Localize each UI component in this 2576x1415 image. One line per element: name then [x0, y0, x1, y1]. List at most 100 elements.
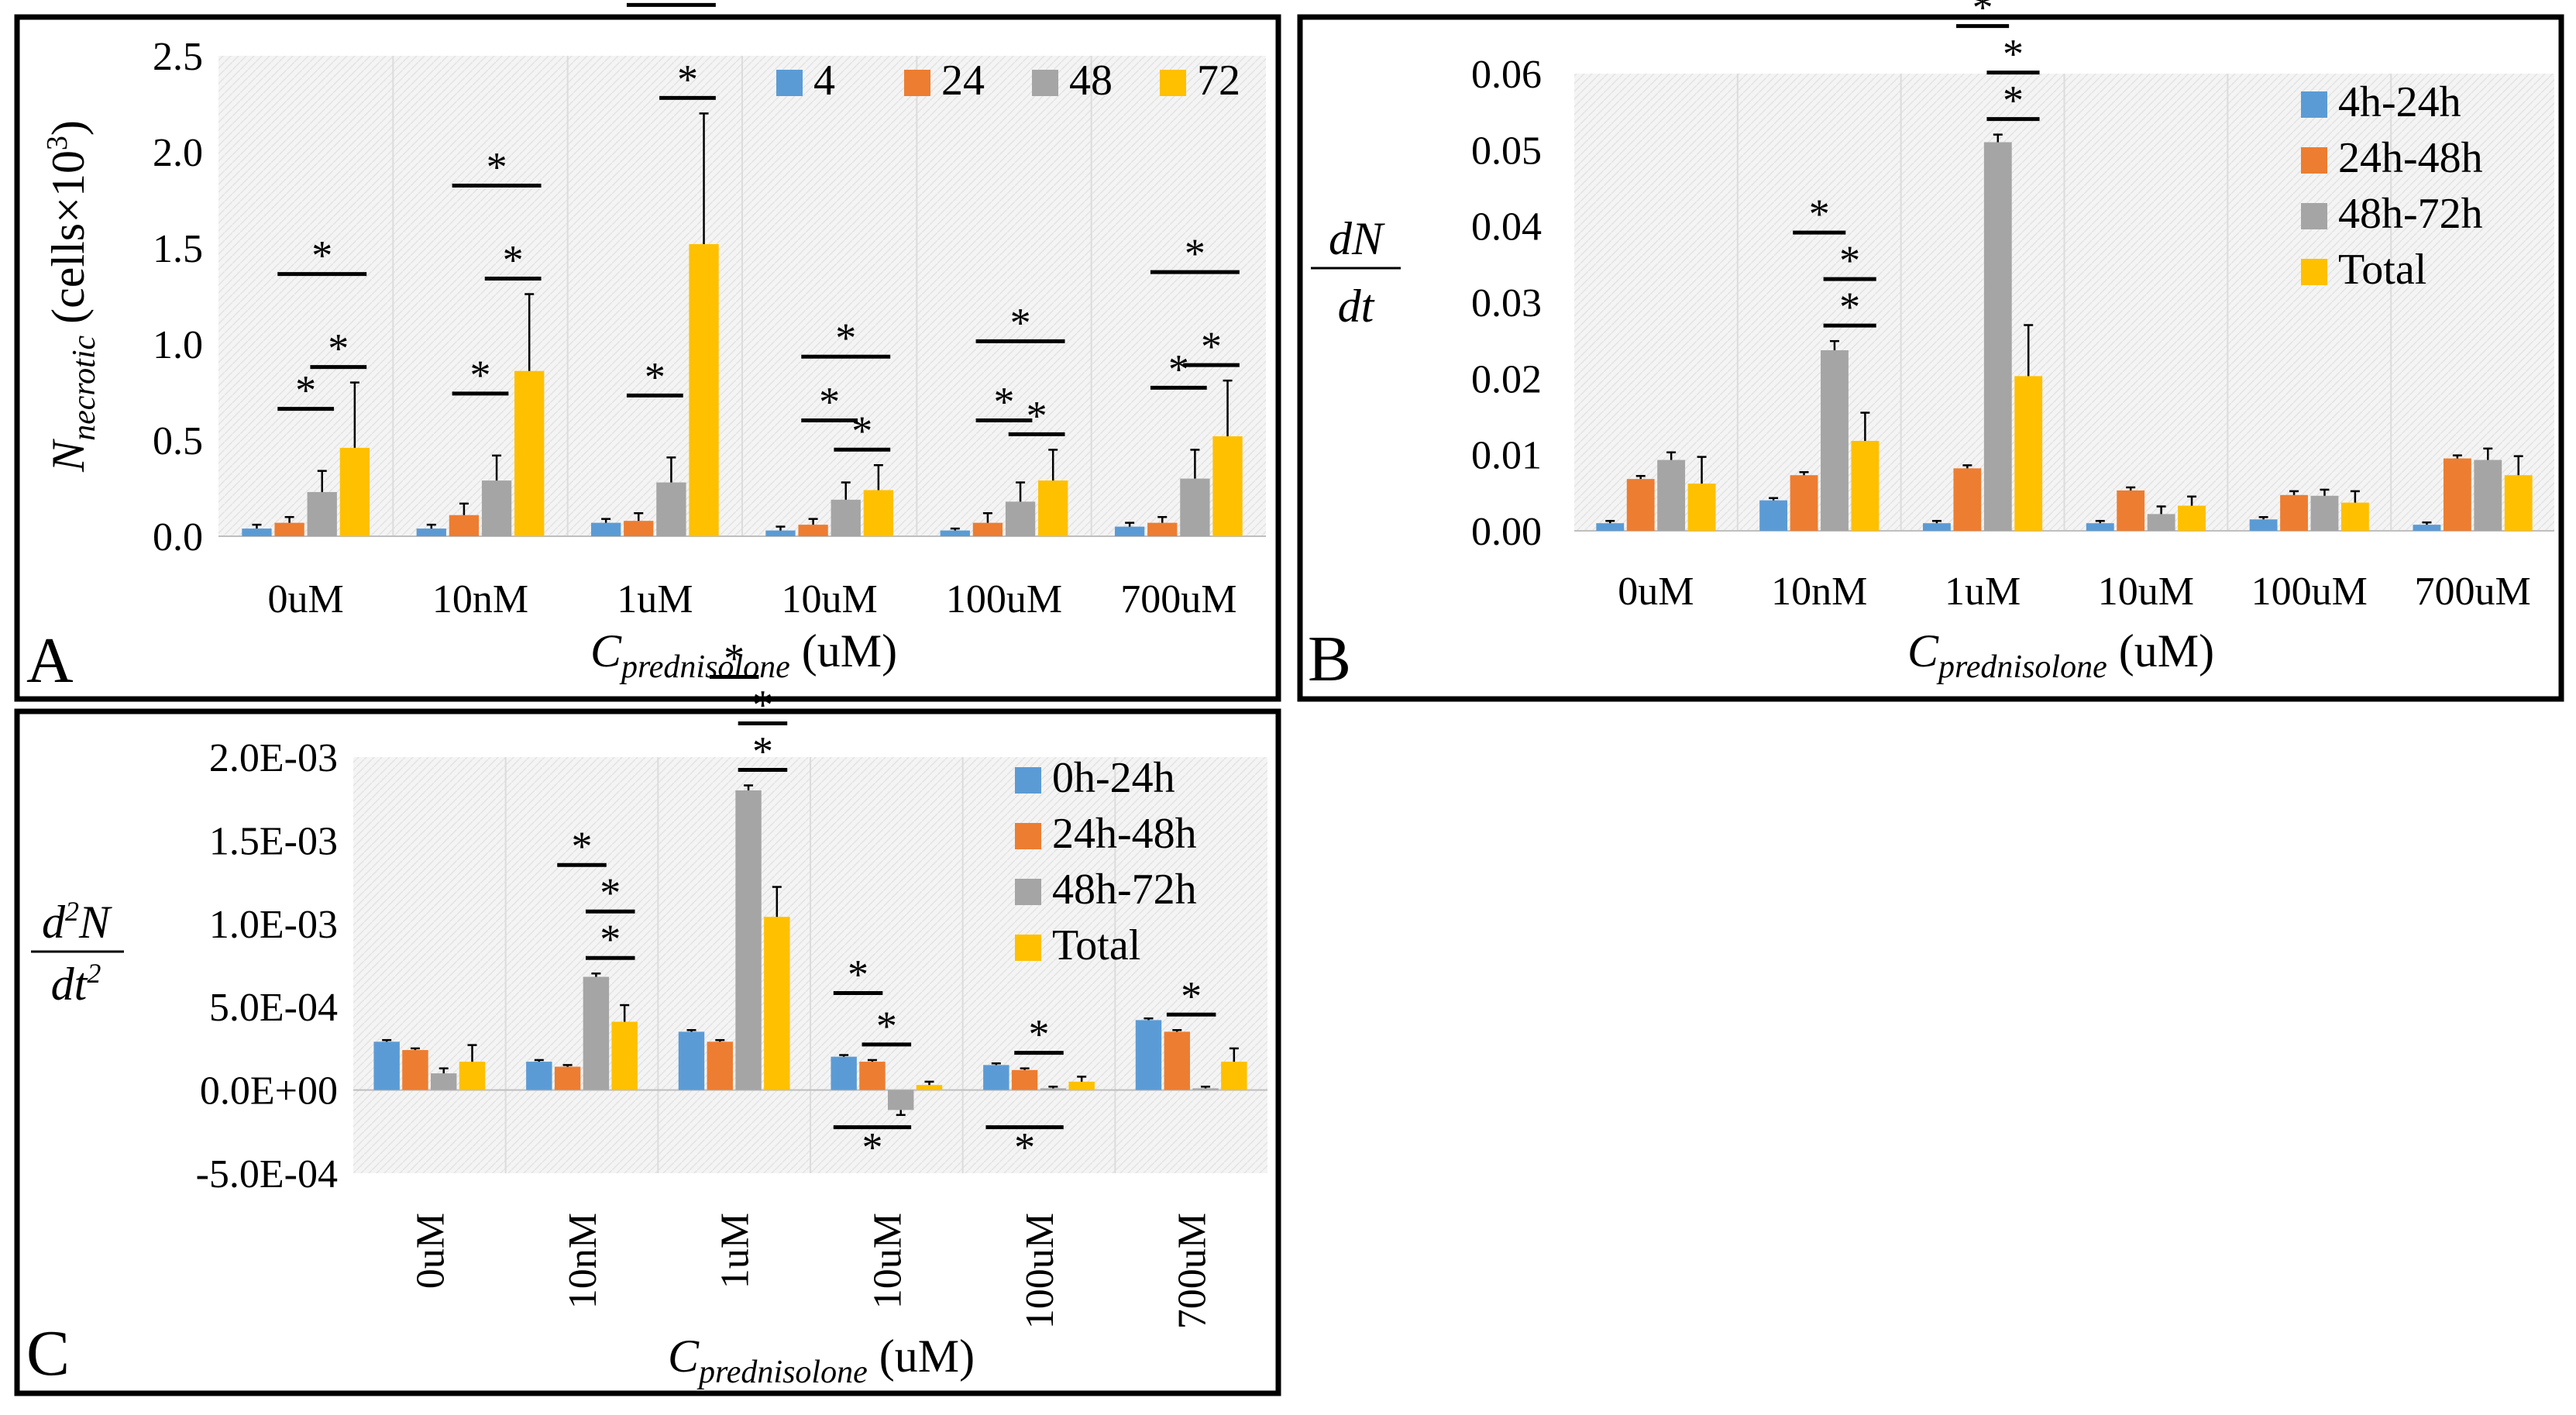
significance-star: *: [752, 728, 773, 775]
panel-a-legend: 4 24 48 72: [776, 57, 1240, 105]
bar: [554, 1066, 581, 1090]
significance-star: *: [851, 408, 872, 454]
x-tick-label: 10nM: [1771, 570, 1867, 614]
bar: [526, 1062, 552, 1090]
x-tick-label: 1uM: [617, 577, 693, 621]
y-tick-label: 0.04: [1471, 205, 1542, 250]
bar: [1068, 1081, 1095, 1090]
panel-b-significance: ******: [1793, 0, 2040, 330]
bar: [1626, 479, 1655, 531]
bar: [1164, 1031, 1190, 1090]
panel-c: -5.0E-04 0.0E+00 5.0E-04 1.0E-03 1.5E-03 2.0E…: [14, 635, 1281, 1396]
panel-a-x-ticks: 0uM 10nM 1uM 10uM 100uM 700uM: [268, 577, 1237, 621]
legend-label: 24: [941, 57, 985, 105]
x-tick-label: 10uM: [2098, 570, 2194, 614]
bar: [831, 499, 861, 536]
bar: [1192, 1088, 1219, 1090]
bar: [2178, 505, 2206, 531]
y-tick-label: 0.06: [1471, 53, 1542, 97]
panel-b-gridlines: [1574, 74, 2554, 532]
x-tick-label: 10uM: [782, 577, 878, 621]
y-tick-label: 1.5: [153, 227, 203, 271]
bar: [2280, 494, 2308, 531]
significance-star: *: [1168, 346, 1189, 392]
panel-b-border: [1297, 14, 2564, 702]
bar: [2340, 502, 2369, 531]
bar: [449, 515, 480, 536]
bar: [2443, 458, 2471, 531]
bar: [831, 1056, 857, 1090]
panel-a-ylabel: Nnecrotic (cells×103): [41, 120, 102, 473]
legend-swatch: [1015, 935, 1041, 961]
legend-label: 0h-24h: [1052, 754, 1175, 802]
bar: [2413, 525, 2441, 531]
bar: [1221, 1062, 1247, 1090]
legend-swatch: [2301, 203, 2327, 229]
legend-label: 24h-48h: [1052, 810, 1197, 858]
significance-star: *: [470, 352, 491, 398]
significance-star: *: [295, 367, 316, 414]
x-tick-label: 100uM: [2251, 570, 2368, 614]
legend-label: Total: [2338, 246, 2426, 294]
panel-c-border: [14, 708, 1281, 1396]
bar: [1851, 440, 1880, 531]
significance-star: *: [724, 635, 745, 682]
significance-star: *: [600, 869, 621, 916]
panel-c-y-ticks: -5.0E-04 0.0E+00 5.0E-04 1.0E-03 1.5E-03 2.0E…: [196, 736, 338, 1196]
bar: [863, 490, 894, 536]
bar: [1983, 142, 2012, 531]
bar: [983, 1065, 1009, 1090]
bar: [2117, 490, 2145, 531]
legend-label: 48h-72h: [2338, 190, 2483, 238]
panel-b: 0.00 0.01 0.02 0.03 0.04 0.05 0.06 0uM 10nM 1uM 1…: [1297, 0, 2564, 702]
significance-star: *: [1809, 191, 1830, 237]
legend-label: Total: [1052, 921, 1140, 969]
bar: [707, 1041, 733, 1090]
significance-star: *: [503, 237, 524, 284]
bar: [764, 917, 790, 1090]
significance-star: *: [1181, 973, 1202, 1019]
legend-swatch: [1015, 823, 1041, 849]
x-tick-label: 700uM: [1171, 1213, 1215, 1329]
bar: [1657, 460, 1686, 531]
bar: [2086, 523, 2114, 531]
panel-b-y-ticks: 0.00 0.01 0.02 0.03 0.04 0.05 0.06: [1471, 53, 1542, 554]
y-tick-label: 0.0: [153, 515, 203, 559]
panel-c-label: C: [26, 1317, 70, 1389]
bar: [678, 1031, 705, 1090]
panel-a-label: A: [26, 625, 74, 697]
bar: [1135, 1020, 1162, 1090]
legend-swatch: [2301, 147, 2327, 174]
significance-star: *: [848, 951, 868, 997]
significance-star: *: [1014, 1124, 1035, 1171]
significance-star: *: [677, 56, 698, 102]
panel-c-ylabel-denominator: dt2: [51, 958, 101, 1010]
x-tick-label: 10nM: [561, 1213, 605, 1309]
legend-label: 72: [1197, 57, 1240, 105]
bar: [1759, 500, 1788, 531]
panel-a-gridlines: [218, 56, 1266, 537]
bar: [1687, 484, 1716, 531]
bar: [1212, 436, 1243, 536]
y-tick-label: -5.0E-04: [196, 1152, 338, 1196]
significance-star: *: [2003, 31, 2024, 77]
panel-c-x-ticks: 0uM 10nM 1uM 10uM 100uM 700uM: [408, 1213, 1214, 1329]
bar: [940, 530, 970, 536]
bar: [2249, 519, 2278, 531]
bar: [689, 244, 719, 536]
bar: [1011, 1069, 1038, 1090]
panel-b-x-ticks: 0uM 10nM 1uM 10uM 100uM 700uM: [1618, 570, 2530, 614]
significance-star: *: [835, 315, 856, 361]
y-tick-label: 5.0E-04: [209, 986, 338, 1030]
x-tick-label: 10uM: [865, 1213, 910, 1309]
x-tick-label: 100uM: [1018, 1213, 1062, 1329]
panel-c-ylabel: d2N dt2: [31, 896, 124, 1010]
bar: [916, 1085, 943, 1090]
bar: [624, 521, 654, 536]
panel-c-xlabel: Cprednisolone (uM): [668, 1331, 975, 1390]
x-tick-label: 0uM: [1618, 570, 1694, 614]
bar: [1821, 349, 1849, 531]
bar: [1040, 1088, 1067, 1090]
legend-label: 4h-24h: [2338, 78, 2461, 126]
